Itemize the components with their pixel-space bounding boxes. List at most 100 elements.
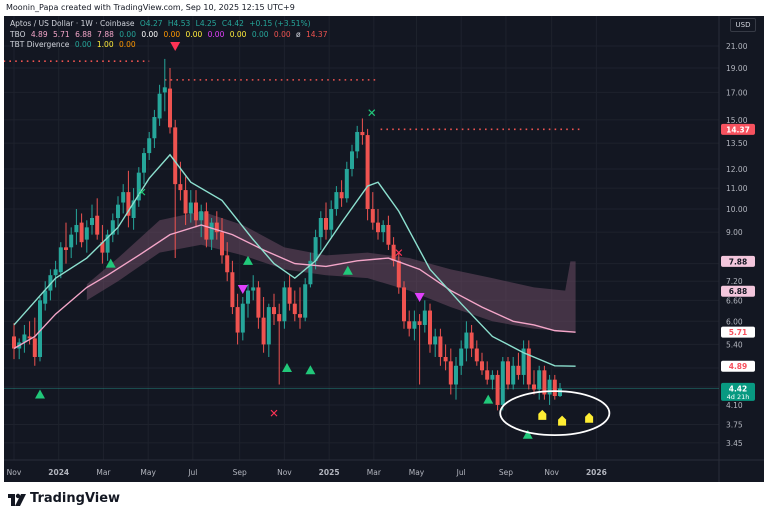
candle-body (64, 247, 68, 250)
tbo-value: ø (296, 29, 301, 39)
candle-body (90, 217, 94, 225)
candle-body (407, 321, 412, 329)
candle-body (500, 361, 505, 405)
candle-body (74, 224, 79, 233)
candle-body (381, 224, 386, 233)
candle-body (282, 287, 287, 322)
buy-signal-triangle-icon (105, 258, 116, 268)
candle-body (32, 338, 37, 357)
y-tick-label: 12.00 (726, 165, 748, 174)
x-tick-label: 2024 (48, 468, 69, 477)
candle-body (287, 287, 292, 304)
price-label-badge (721, 285, 755, 297)
ohlc-close: C4.42 (221, 19, 244, 28)
brand-name[interactable]: TradingView (30, 491, 121, 506)
candle-body (396, 260, 401, 288)
candle-body (152, 117, 157, 139)
candle-body (474, 348, 479, 362)
price-chart[interactable]: 3.453.754.104.454.855.406.006.607.207.80… (4, 16, 764, 482)
candle-body (220, 232, 224, 256)
tbt-row[interactable]: TBT Divergence 0.00 1.00 0.00 (10, 40, 327, 51)
tbo-value: 0.00 (273, 29, 291, 39)
ema-lines (13, 153, 576, 367)
candle-body (240, 303, 245, 333)
footer: TradingView (0, 482, 768, 517)
candle-body (188, 202, 193, 214)
candle-body (53, 269, 58, 276)
x-tick-label: Jul (187, 468, 197, 477)
ohlc-low: L4.25 (195, 19, 217, 28)
candle-body (58, 247, 63, 273)
tbo-value: 0.00 (163, 29, 181, 39)
candle-body (105, 234, 110, 253)
y-tick-label: 15.00 (726, 116, 748, 125)
candle-body (209, 222, 214, 240)
candle-body (204, 211, 209, 240)
divergence-arrow-icon (558, 415, 567, 426)
tradingview-logo-icon[interactable] (8, 491, 28, 509)
candle-body (48, 275, 53, 291)
tbo-value: 4.89 (30, 29, 48, 39)
candle-body (126, 192, 131, 216)
y-tick-label: 7.20 (726, 277, 743, 286)
candle-body (131, 200, 136, 218)
candle-body (464, 332, 469, 349)
buy-signal-triangle-icon (282, 363, 292, 373)
candle-body (162, 87, 167, 93)
tbo-row[interactable]: TBO 4.89 5.71 6.88 7.88 0.00 0.00 0.00 0… (10, 30, 327, 41)
price-label-text: 6.88 (729, 287, 748, 296)
candle-body (298, 314, 302, 318)
currency-button[interactable]: USD (730, 18, 756, 32)
candle-body (511, 365, 516, 385)
y-tick-label: 21.00 (726, 42, 748, 51)
candle-body (428, 310, 432, 345)
candle-body (443, 356, 448, 362)
candle-body (422, 310, 427, 325)
tbo-value: 0.00 (229, 29, 247, 39)
sell-signal-triangle-icon (237, 284, 248, 294)
candle-body (386, 224, 391, 245)
chart-panel[interactable]: 3.453.754.104.454.855.406.006.607.207.80… (4, 16, 764, 482)
tbt-value: 0.00 (74, 40, 92, 49)
y-tick-label: 6.00 (726, 317, 743, 326)
y-tick-label: 17.00 (726, 88, 748, 97)
grid (4, 16, 764, 482)
y-tick-label: 4.10 (726, 401, 743, 410)
time-axis: Nov 2024 Mar May Jul Sep Nov 2025 Mar May Jul Sep No… (7, 468, 607, 477)
candle-body (370, 209, 375, 223)
ohlc-high: H4.53 (167, 19, 191, 28)
candle-body (84, 227, 89, 240)
price-label-text: 4.89 (729, 362, 748, 371)
candle-body (339, 192, 344, 199)
candle-body (506, 361, 510, 385)
x-tick-label: 2025 (319, 468, 340, 477)
candle-body (235, 307, 240, 333)
tbo-value: 6.88 (75, 29, 92, 39)
candle-body (485, 370, 490, 380)
candle-body (542, 370, 547, 395)
candle-body (344, 168, 349, 199)
candle-body (558, 388, 562, 397)
x-tick-label: Mar (367, 468, 382, 477)
ema-slow-line (13, 224, 576, 350)
candle-body (308, 260, 313, 285)
tbt-value: 0.00 (119, 40, 136, 49)
candle-body (329, 209, 334, 230)
price-label-badge (721, 360, 755, 372)
buy-signal-triangle-icon (522, 429, 533, 439)
y-tick-label: 11.00 (726, 184, 748, 193)
x-tick-label: Nov (544, 468, 559, 477)
symbol-title[interactable]: Aptos / US Dollar · 1W · Coinbase (10, 19, 135, 28)
buy-signal-triangle-icon (243, 255, 253, 265)
candle-body (469, 332, 474, 349)
candle-body (256, 287, 261, 318)
candle-body (183, 190, 188, 214)
candle-body (490, 374, 495, 380)
candle-body (251, 287, 256, 291)
divergence-arrow-icon (538, 409, 547, 420)
candle-body (194, 202, 198, 221)
candle-body (116, 204, 120, 218)
candle-body (521, 348, 526, 375)
highlight-ellipse (499, 390, 611, 437)
